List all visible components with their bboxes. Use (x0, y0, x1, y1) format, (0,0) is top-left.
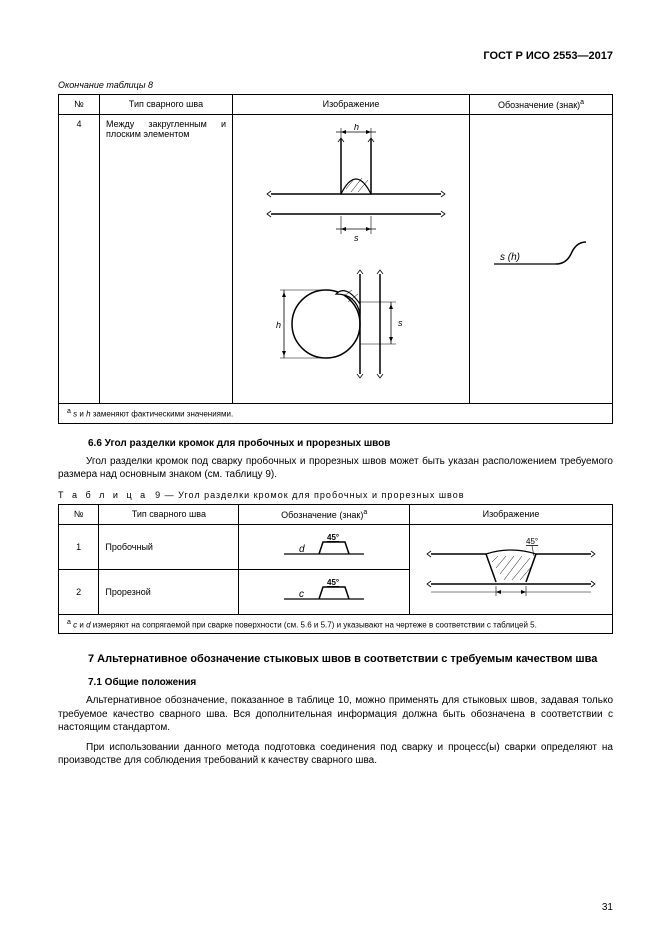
slot-weld-symbol-icon: c 45° (279, 577, 369, 607)
section-6-6-text: Угол разделки кромок под сварку пробочны… (58, 455, 613, 482)
section-7-1-p1: Альтернативное обозначение, показанное в… (58, 694, 613, 735)
t9-r2-symbol: c 45° (239, 569, 410, 614)
svg-text:45°: 45° (327, 578, 339, 587)
t9-r1-type: Пробочный (99, 524, 239, 569)
section-7-1-p2: При использовании данного метода подгото… (58, 741, 613, 768)
document-header: ГОСТ Р ИСО 2553—2017 (58, 50, 613, 62)
t9-r1-num: 1 (59, 524, 99, 569)
t9-h-symbol: Обозначение (знак)a (239, 504, 410, 524)
svg-text:s: s (398, 318, 403, 328)
t8-header-type: Тип сварного шва (100, 95, 233, 115)
svg-text:h: h (354, 124, 359, 132)
svg-text:d: d (299, 544, 305, 555)
groove-weld-diagram-icon: 45° (416, 534, 606, 604)
t9-r1-symbol: d 45° (239, 524, 410, 569)
svg-text:s: s (354, 233, 359, 243)
table8-continuation-label: Окончание таблицы 8 (58, 80, 613, 90)
t9-footnote: a c и d измеряют на сопрягаемой при свар… (59, 614, 613, 634)
svg-text:45°: 45° (327, 533, 339, 542)
table-8: № Тип сварного шва Изображение Обозначен… (58, 94, 613, 424)
t8-header-image: Изображение (233, 95, 470, 115)
page-number: 31 (602, 902, 613, 913)
t9-h-num: № (59, 504, 99, 524)
weld-symbol-icon: s (h) (486, 234, 596, 284)
svg-text:c: c (299, 589, 304, 600)
t8-footnote: a s и h заменяют фактическими значениями… (59, 404, 613, 424)
svg-text:h: h (276, 320, 281, 330)
t8-symbol-cell: s (h) (470, 115, 613, 404)
plug-weld-symbol-icon: d 45° (279, 532, 369, 562)
t8-row-type: Между закругленным и плоским элементом (100, 115, 233, 404)
table9-caption: Т а б л и ц а 9 — Угол разделки кромок д… (58, 490, 613, 500)
section-7-1-heading: 7.1 Общие положения (88, 677, 613, 688)
t8-header-num: № (59, 95, 100, 115)
weld-diagram-icon: h (246, 124, 456, 394)
t9-h-type: Тип сварного шва (99, 504, 239, 524)
svg-text:45°: 45° (526, 537, 538, 546)
t9-image-cell: 45° (410, 524, 613, 614)
t9-h-image: Изображение (410, 504, 613, 524)
table-9: № Тип сварного шва Обозначение (знак)a И… (58, 504, 613, 635)
svg-text:s (h): s (h) (500, 252, 520, 263)
t8-diagram-cell: h (233, 115, 470, 404)
t8-row-num: 4 (59, 115, 100, 404)
section-6-6-heading: 6.6 Угол разделки кромок для пробочных и… (88, 438, 613, 449)
t9-r2-type: Прорезной (99, 569, 239, 614)
section-7-heading: 7 Альтернативное обозначение стыковых шв… (88, 652, 613, 667)
t8-header-symbol: Обозначение (знак)a (470, 95, 613, 115)
t9-r2-num: 2 (59, 569, 99, 614)
